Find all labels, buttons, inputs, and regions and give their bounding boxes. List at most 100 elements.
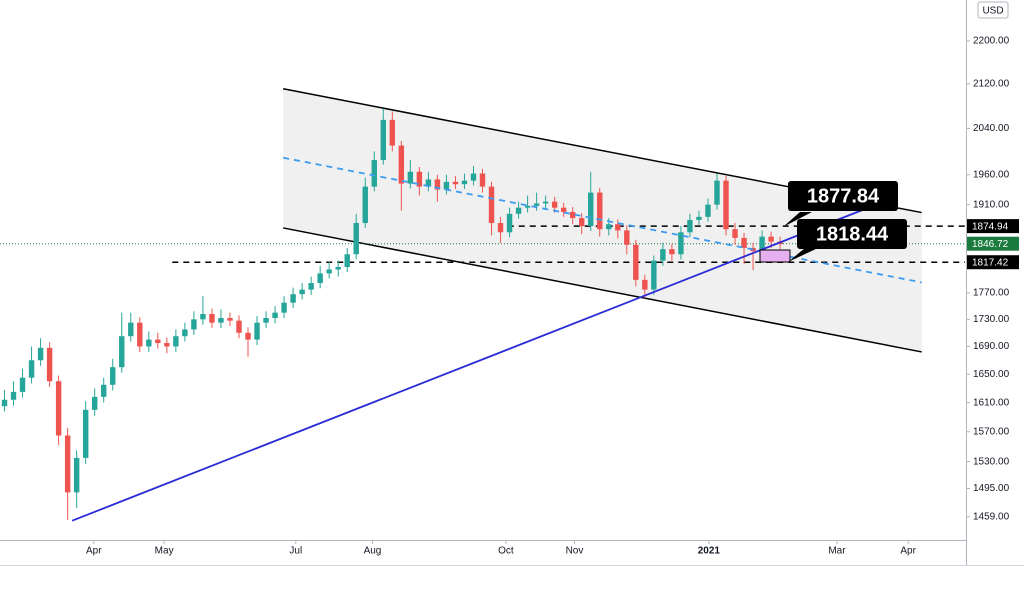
candle-body bbox=[479, 173, 486, 187]
trend-line bbox=[283, 156, 922, 284]
channel-bottom bbox=[283, 227, 922, 353]
level-label: 1874.94 bbox=[972, 221, 1009, 232]
candle-body bbox=[723, 180, 729, 230]
candle-body bbox=[696, 216, 702, 220]
candle-body bbox=[542, 201, 549, 204]
highlight-box bbox=[759, 249, 791, 263]
candle-body bbox=[227, 318, 233, 321]
currency: USD bbox=[982, 6, 1003, 17]
x-tick-label: May bbox=[155, 546, 174, 557]
candle-body bbox=[55, 381, 62, 436]
candle-body bbox=[768, 236, 774, 242]
candle-body bbox=[524, 205, 531, 208]
candle-body bbox=[91, 396, 98, 410]
plot-area bbox=[0, 87, 965, 522]
y-tick-label: 1530.00 bbox=[973, 456, 1010, 467]
candle-body bbox=[714, 180, 720, 205]
candle-body bbox=[173, 336, 179, 347]
callout-text: 1818.44 bbox=[816, 223, 889, 245]
candle-body bbox=[1, 399, 8, 407]
x-tick-label: Aug bbox=[364, 546, 382, 557]
candle-body bbox=[119, 336, 125, 368]
callout-text: 1877.84 bbox=[807, 185, 880, 207]
candle-body bbox=[633, 244, 639, 280]
candle-body bbox=[101, 384, 107, 397]
candle-body bbox=[416, 171, 423, 187]
candle-body bbox=[290, 294, 296, 303]
candle-body bbox=[705, 204, 711, 217]
candle-body bbox=[678, 232, 684, 255]
candle-body bbox=[110, 367, 116, 385]
callout-box bbox=[788, 181, 898, 211]
x-tick-label: 2021 bbox=[698, 546, 721, 557]
candle-body bbox=[470, 173, 477, 181]
candle-body bbox=[398, 145, 405, 184]
candle-body bbox=[732, 229, 738, 238]
candle-body bbox=[182, 329, 188, 337]
candle-body bbox=[299, 289, 305, 295]
x-tick-label: Oct bbox=[498, 546, 514, 557]
currency-box bbox=[977, 1, 1009, 19]
candle-body bbox=[37, 347, 44, 361]
candle-body bbox=[434, 179, 441, 190]
candle-body bbox=[624, 230, 630, 245]
y-tick-label: 2200.00 bbox=[973, 36, 1010, 47]
y-tick-label: 1730.00 bbox=[973, 314, 1010, 325]
candle-body bbox=[606, 224, 612, 230]
candle-body bbox=[200, 313, 206, 320]
candle-body bbox=[191, 319, 197, 330]
candle-body bbox=[588, 192, 594, 227]
candle-body bbox=[353, 222, 359, 255]
x-tick-label: Mar bbox=[828, 546, 846, 557]
last-price-label-bg bbox=[967, 236, 1019, 251]
candle-body bbox=[515, 207, 522, 214]
candle-body bbox=[461, 180, 468, 185]
x-tick-label: Apr bbox=[900, 546, 916, 557]
callout-pointer bbox=[788, 248, 818, 262]
candle-body bbox=[389, 119, 396, 146]
candle-body bbox=[82, 409, 89, 458]
candle-body bbox=[137, 322, 143, 347]
candle-body bbox=[488, 186, 495, 223]
callout-pointer bbox=[783, 212, 812, 227]
candle-body bbox=[425, 179, 432, 187]
candle-body bbox=[236, 320, 242, 333]
candle-body bbox=[10, 391, 17, 400]
candle-body bbox=[128, 322, 134, 337]
candle-body bbox=[380, 119, 386, 161]
candle-body bbox=[371, 160, 377, 187]
candle-body bbox=[155, 339, 161, 344]
candle-body bbox=[443, 181, 450, 190]
y-tick-label: 2040.00 bbox=[973, 123, 1010, 134]
channel-fill bbox=[283, 88, 922, 352]
candle-body bbox=[272, 312, 278, 319]
candle-body bbox=[642, 279, 648, 290]
candle-body bbox=[46, 347, 53, 382]
candle-body bbox=[362, 186, 368, 223]
y-tick-label: 1610.00 bbox=[973, 397, 1010, 408]
candle-body bbox=[308, 283, 314, 290]
candle-body bbox=[209, 313, 215, 323]
candle-body bbox=[533, 203, 540, 206]
y-tick-label: 1690.00 bbox=[973, 341, 1010, 352]
candle-body bbox=[660, 249, 666, 261]
candle-body bbox=[28, 360, 35, 378]
candle-body bbox=[560, 207, 567, 212]
y-tick-label: 1650.00 bbox=[973, 369, 1010, 380]
candle-body bbox=[281, 302, 287, 313]
candle-body bbox=[579, 218, 585, 227]
candle-body bbox=[254, 322, 260, 340]
y-tick-label: 1495.00 bbox=[973, 483, 1010, 494]
candle-body bbox=[263, 318, 269, 323]
candle-body bbox=[245, 332, 251, 340]
candle-body bbox=[569, 211, 576, 219]
candle-body bbox=[218, 318, 224, 323]
candle-body bbox=[597, 192, 603, 230]
y-tick-label: 1459.00 bbox=[973, 511, 1010, 522]
candle-body bbox=[344, 254, 350, 267]
candle-body bbox=[64, 435, 71, 493]
y-tick-label: 1910.00 bbox=[973, 199, 1010, 210]
y-tick-label: 1770.00 bbox=[973, 287, 1010, 298]
y-tick-label: 1960.00 bbox=[973, 169, 1010, 180]
